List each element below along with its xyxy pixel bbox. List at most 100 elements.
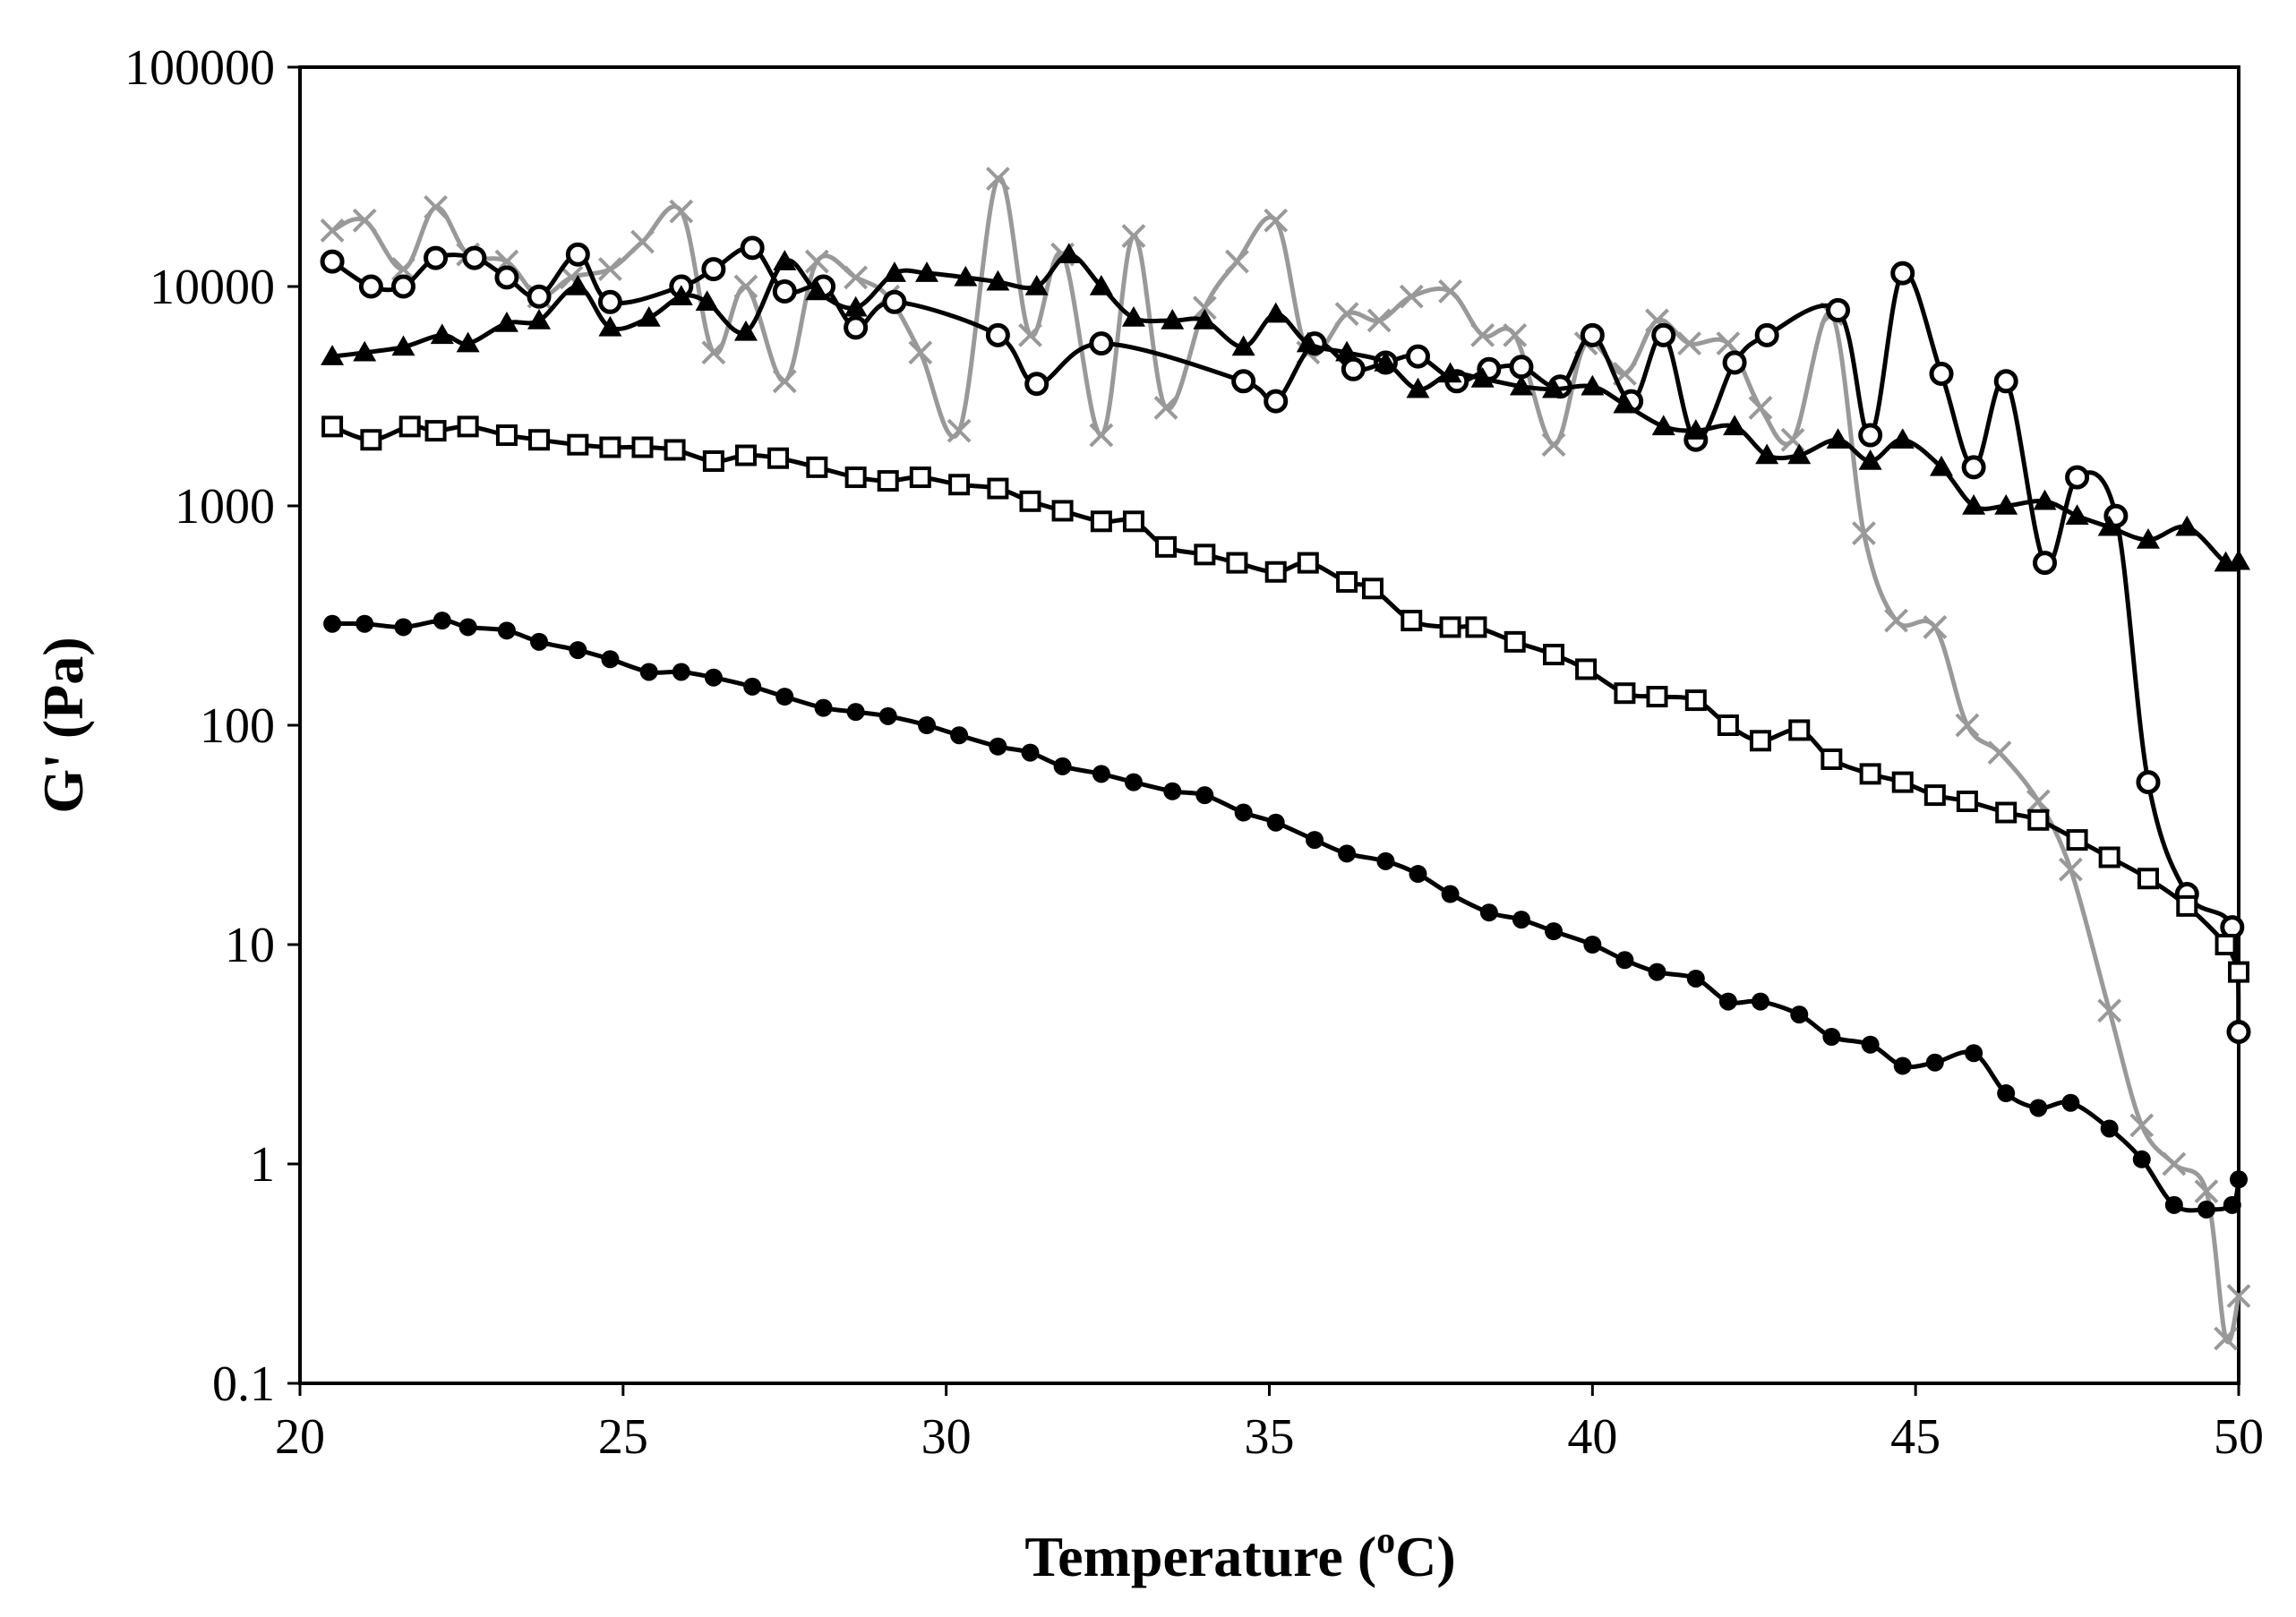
data-point-open-square bbox=[1543, 644, 1565, 666]
data-point-filled-triangle bbox=[915, 261, 939, 282]
data-point-filled-circle bbox=[497, 621, 516, 640]
data-point-x-marker bbox=[1438, 279, 1462, 304]
data-point-filled-circle bbox=[1376, 851, 1395, 870]
data-point-filled-circle bbox=[1545, 922, 1564, 941]
data-point-filled-triangle bbox=[844, 295, 868, 317]
data-point-x-marker bbox=[391, 257, 416, 282]
data-point-filled-triangle bbox=[695, 290, 719, 312]
x-axis-title-unit: C) bbox=[1395, 1525, 1456, 1588]
data-point-open-circle bbox=[1858, 423, 1883, 448]
data-point-filled-circle bbox=[672, 663, 690, 681]
data-point-open-circle bbox=[1929, 361, 1954, 386]
x-axis-title-main: Temperature ( bbox=[1024, 1525, 1376, 1588]
data-point-filled-circle bbox=[1409, 865, 1427, 884]
data-point-open-square bbox=[1717, 714, 1739, 736]
series-open-square-line bbox=[331, 424, 2241, 973]
data-point-filled-circle bbox=[846, 703, 865, 722]
data-point-filled-circle bbox=[1925, 1053, 1944, 1072]
data-point-x-marker bbox=[1884, 608, 1908, 633]
data-point-filled-triangle bbox=[882, 261, 906, 282]
data-point-open-square bbox=[1821, 748, 1843, 770]
data-point-x-marker bbox=[1264, 208, 1289, 233]
data-point-open-square bbox=[664, 439, 686, 461]
data-point-open-square bbox=[909, 466, 931, 489]
data-point-open-square bbox=[631, 436, 654, 458]
data-point-open-square bbox=[1684, 689, 1707, 712]
data-point-filled-circle bbox=[1997, 1084, 2016, 1103]
data-point-open-circle bbox=[390, 274, 416, 299]
data-point-filled-circle bbox=[601, 650, 620, 669]
data-point-x-marker bbox=[2162, 1151, 2187, 1176]
data-point-x-marker bbox=[2058, 857, 2083, 882]
data-point-open-circle bbox=[740, 235, 765, 261]
data-point-x-marker bbox=[352, 208, 377, 233]
data-point-open-square bbox=[1465, 616, 1487, 638]
data-point-filled-triangle bbox=[1374, 350, 1398, 372]
data-point-filled-triangle bbox=[1651, 415, 1675, 436]
data-point-filled-circle bbox=[1021, 743, 1040, 762]
data-point-x-marker bbox=[1923, 615, 1948, 639]
data-point-filled-circle bbox=[356, 614, 374, 633]
data-point-filled-triangle bbox=[1335, 340, 1359, 362]
data-point-filled-triangle bbox=[1470, 366, 1495, 388]
data-point-open-square bbox=[321, 415, 344, 438]
data-point-filled-circle bbox=[1965, 1044, 1983, 1063]
data-point-open-circle bbox=[1890, 261, 1915, 286]
y-tick-label: 100 bbox=[200, 698, 275, 754]
data-point-filled-triangle bbox=[733, 320, 758, 341]
data-point-filled-triangle bbox=[1755, 443, 1779, 465]
data-point-open-square bbox=[1995, 801, 2018, 824]
series-layer bbox=[320, 167, 2251, 1351]
data-point-filled-triangle bbox=[986, 270, 1010, 291]
data-point-open-square bbox=[2228, 961, 2249, 983]
data-point-filled-triangle bbox=[2097, 515, 2121, 536]
data-point-x-marker bbox=[2026, 789, 2051, 814]
data-point-filled-circle bbox=[1124, 773, 1143, 791]
data-point-filled-circle bbox=[1615, 951, 1634, 970]
data-point-x-marker bbox=[1192, 295, 1217, 321]
data-point-filled-triangle bbox=[773, 250, 797, 270]
data-point-x-marker bbox=[424, 194, 448, 219]
series-filled-triangle bbox=[321, 243, 2250, 572]
data-point-filled-circle bbox=[1092, 765, 1110, 783]
data-point-x-marker bbox=[2226, 1284, 2251, 1308]
data-point-open-square bbox=[1504, 630, 1526, 653]
data-point-x-marker bbox=[2214, 1326, 2238, 1351]
data-point-filled-circle bbox=[989, 737, 1007, 756]
data-point-open-square bbox=[1194, 543, 1216, 566]
data-point-filled-circle bbox=[1441, 885, 1460, 903]
data-point-filled-circle bbox=[2100, 1119, 2119, 1138]
data-point-open-circle bbox=[358, 274, 383, 299]
data-point-filled-triangle bbox=[1787, 443, 1812, 465]
data-point-filled-triangle bbox=[2065, 504, 2089, 525]
data-point-open-square bbox=[1956, 790, 1978, 812]
data-point-filled-triangle bbox=[1613, 392, 1637, 414]
data-point-filled-triangle bbox=[321, 345, 345, 365]
data-point-filled-circle bbox=[2132, 1150, 2151, 1168]
data-point-filled-triangle bbox=[637, 305, 661, 327]
data-point-filled-triangle bbox=[1024, 275, 1049, 295]
data-point-open-square bbox=[1122, 510, 1144, 533]
data-point-open-square bbox=[844, 466, 867, 489]
data-point-open-circle bbox=[1264, 389, 1289, 414]
data-point-open-square bbox=[1051, 500, 1074, 522]
data-point-filled-circle bbox=[530, 632, 549, 651]
data-point-open-circle bbox=[844, 315, 869, 340]
data-point-filled-triangle bbox=[1509, 374, 1533, 396]
series-open-square bbox=[321, 415, 2249, 983]
data-point-open-square bbox=[495, 424, 518, 447]
data-point-x-marker bbox=[1503, 322, 1528, 347]
data-point-filled-circle bbox=[433, 612, 451, 630]
data-point-x-marker bbox=[1470, 322, 1495, 347]
data-point-filled-triangle bbox=[1231, 335, 1255, 356]
data-point-open-square bbox=[528, 429, 551, 451]
data-point-filled-triangle bbox=[1296, 331, 1320, 353]
data-point-filled-triangle bbox=[1121, 305, 1145, 327]
data-point-filled-circle bbox=[743, 677, 762, 696]
data-point-open-circle bbox=[494, 265, 519, 290]
data-point-open-square bbox=[806, 456, 828, 478]
data-point-filled-triangle bbox=[391, 335, 416, 356]
x-tick-label: 40 bbox=[1567, 1409, 1617, 1465]
data-point-open-circle bbox=[1089, 331, 1114, 356]
data-point-open-circle bbox=[565, 242, 590, 267]
